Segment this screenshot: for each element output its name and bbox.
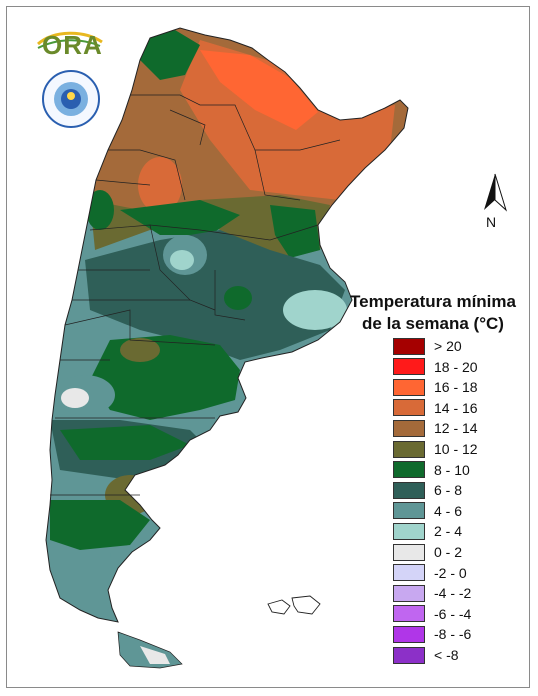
legend-item: < -8	[393, 645, 459, 665]
legend-item: 18 - 20	[393, 357, 478, 377]
legend-swatch	[393, 564, 425, 582]
legend-swatch	[393, 646, 425, 664]
legend-item: -8 - -6	[393, 624, 471, 644]
legend-item: -6 - -4	[393, 604, 471, 624]
north-arrow-icon	[484, 173, 508, 212]
legend-swatch	[393, 584, 425, 602]
legend-label: 16 - 18	[434, 379, 478, 396]
legend-swatch	[393, 440, 425, 458]
legend-label: > 20	[434, 338, 462, 354]
legend-title-line1: Temperatura mínima	[350, 292, 516, 311]
legend-label: 10 - 12	[434, 441, 478, 457]
legend-item: 2 - 4	[393, 521, 462, 541]
legend-swatch	[393, 378, 425, 396]
legend-item: 10 - 12	[393, 439, 478, 459]
legend-label: -2 - 0	[434, 564, 467, 581]
legend-label: 14 - 16	[434, 399, 478, 416]
legend-item: 6 - 8	[393, 480, 462, 500]
legend-item: 14 - 16	[393, 398, 478, 418]
legend-item: 12 - 14	[393, 418, 478, 438]
legend-label: 2 - 4	[434, 523, 463, 540]
legend-item: 16 - 18	[393, 377, 478, 397]
legend-label: -4 - -2	[434, 585, 472, 602]
legend-swatch	[393, 419, 425, 437]
legend-swatch	[393, 605, 425, 623]
legend-swatch	[393, 337, 425, 355]
legend-label: 8 - 10	[434, 461, 470, 478]
legend-label: 6 - 8	[434, 482, 463, 499]
legend-label: 0 - 2	[434, 544, 463, 560]
legend-label: -8 - -6	[434, 626, 472, 643]
ora-logo	[37, 31, 103, 49]
legend-label: < -8	[434, 647, 459, 663]
tierra-del-fuego	[117, 631, 183, 669]
legend-swatch	[393, 358, 425, 376]
legend-swatch	[393, 522, 425, 540]
legend-item: -2 - 0	[393, 563, 467, 583]
legend-label: 18 - 20	[434, 358, 478, 375]
legend-label: -6 - -4	[434, 605, 472, 622]
legend-swatch	[393, 502, 425, 520]
legend-item: 4 - 6	[393, 501, 462, 521]
legend-item: 8 - 10	[393, 460, 470, 480]
legend-swatch	[393, 625, 425, 643]
legend-swatch	[393, 543, 425, 561]
malvinas-islands	[267, 595, 321, 615]
legend-swatch	[393, 461, 425, 479]
legend-label: 12 - 14	[434, 420, 478, 437]
legend-title-line2: de la semana (°C)	[362, 314, 504, 333]
legend-item: 0 - 2	[393, 542, 462, 562]
legend-item: > 20	[393, 336, 462, 356]
legend-swatch	[393, 399, 425, 417]
ora-logo-text: ORA	[42, 30, 103, 60]
legend-label: 4 - 6	[434, 502, 463, 519]
province-borders	[45, 27, 409, 623]
legend-item: -4 - -2	[393, 583, 471, 603]
legend-title: Temperatura mínima de la semana (°C)	[338, 291, 528, 335]
legend-swatch	[393, 481, 425, 499]
government-seal-icon	[42, 70, 100, 128]
north-label: N	[486, 214, 497, 230]
